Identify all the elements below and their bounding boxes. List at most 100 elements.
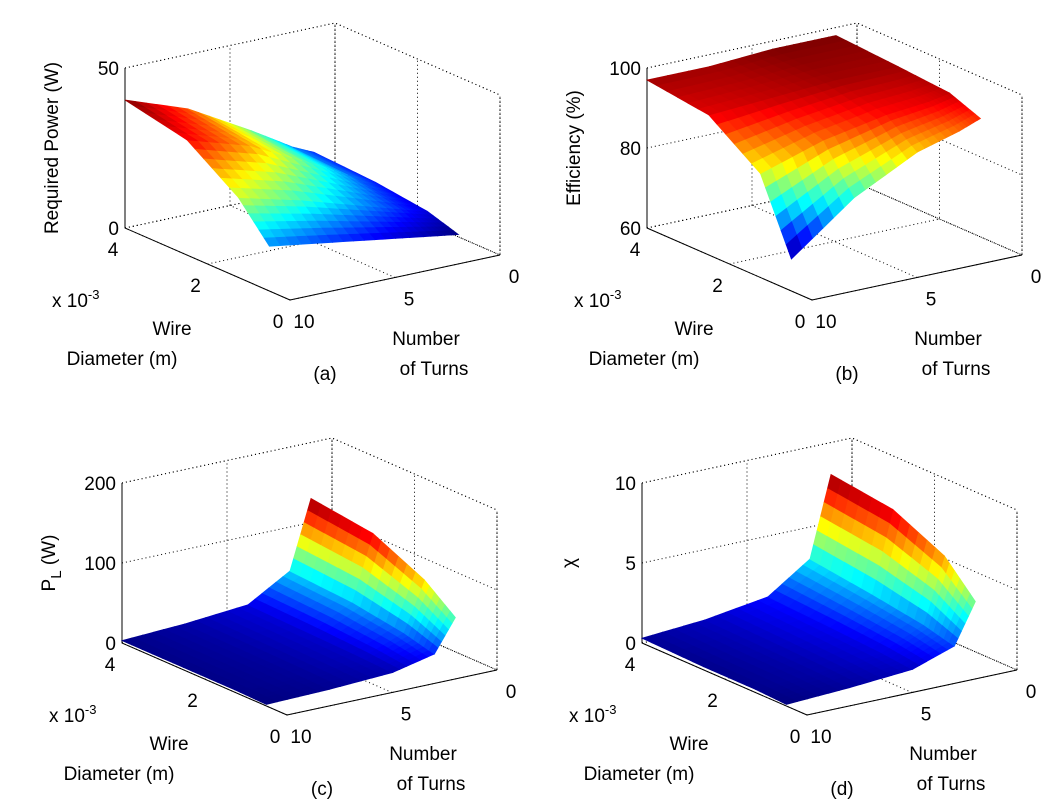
y-tick-label: 4	[105, 655, 116, 676]
multiplier-base: x 10	[52, 291, 88, 312]
caption: (c)	[311, 779, 333, 800]
surface-patch	[703, 596, 831, 649]
surface-facet	[948, 633, 959, 647]
x-tick-label: 0	[509, 267, 520, 288]
y-multiplier: x 10-3	[569, 702, 616, 727]
surface-patch	[767, 558, 873, 628]
x-axis	[289, 254, 501, 301]
x-axis	[811, 254, 1023, 301]
surface-facet	[692, 658, 716, 668]
y-tick-label: 0	[795, 312, 806, 333]
surface-facet	[843, 681, 861, 689]
z-tick-label: 5	[625, 554, 636, 575]
surface-patch	[250, 130, 356, 178]
surface-patch	[829, 593, 925, 654]
surface-facet	[808, 664, 831, 674]
surface-patch	[833, 70, 930, 115]
x-tick-label: 0	[1031, 267, 1042, 288]
surface-facet	[431, 230, 442, 237]
z-tick-label: 50	[98, 59, 119, 80]
z-axis-label: PL (W)	[39, 535, 65, 592]
surface-patch	[363, 205, 439, 239]
surface-patch	[640, 619, 769, 668]
z-tick-label: 80	[620, 139, 641, 160]
multiplier-exponent: -3	[85, 702, 97, 717]
z-tick-label: 100	[84, 554, 116, 575]
surface-facet	[751, 158, 772, 175]
z-axis-label: Required Power (W)	[42, 62, 63, 234]
y-multiplier: x 10-3	[574, 287, 621, 312]
surface-patch	[297, 657, 394, 690]
surface-patch	[245, 632, 363, 676]
z-tick-label: 60	[620, 219, 641, 240]
z-axis-label-part: Efficiency (%)	[564, 90, 585, 206]
surface-facet	[323, 683, 342, 690]
x-tick-label: 5	[404, 290, 415, 311]
y-axis-label: Diameter (m)	[64, 764, 175, 785]
y-axis-label: Wire	[674, 319, 713, 340]
surface-patch	[813, 35, 900, 72]
y-tick-label: 2	[190, 276, 201, 297]
y-axis-label: Diameter (m)	[589, 349, 700, 370]
surface-facet	[225, 683, 248, 691]
y-axis	[641, 642, 808, 716]
x-tick-label: 10	[293, 312, 314, 333]
y-tick-label: 4	[625, 655, 636, 676]
surface-facet	[848, 180, 866, 199]
surface-patch	[880, 624, 956, 670]
z-tick-label: 0	[108, 219, 119, 240]
surface-patch	[248, 144, 366, 207]
surface-facet	[818, 615, 838, 628]
surface-facet	[394, 617, 408, 634]
surface-patch	[234, 674, 331, 705]
surface-facet	[263, 237, 281, 247]
surface-facet	[176, 132, 198, 142]
surface-facet	[228, 187, 250, 199]
x-axis-label: of Turns	[922, 359, 991, 380]
multiplier-base: x 10	[574, 291, 610, 312]
surface-facet	[291, 190, 313, 202]
z-axis-label: χ	[559, 558, 580, 568]
surface-facet	[780, 698, 799, 705]
surface-facet	[760, 88, 784, 98]
surface-facet	[235, 643, 259, 653]
surface-facet	[352, 648, 370, 658]
z-axis-label-part: P	[39, 579, 60, 592]
z-axis-label: Efficiency (%)	[564, 90, 585, 206]
x-tick-label: 0	[506, 682, 517, 703]
surface-patch	[759, 139, 855, 260]
z-tick-label: 100	[609, 59, 641, 80]
surface-facet	[239, 139, 261, 149]
surface-patch	[405, 208, 460, 237]
surface-patch	[754, 672, 851, 705]
surface-patch	[771, 79, 888, 141]
x-axis-label: Number	[909, 744, 977, 765]
surface-patch	[354, 177, 428, 212]
grid-line	[751, 45, 918, 278]
z-axis-label-part: L	[48, 570, 65, 578]
caption: (d)	[830, 779, 853, 800]
surface-patch	[885, 101, 961, 153]
x-tick-label: 5	[926, 290, 937, 311]
surface-patch	[402, 579, 456, 655]
x-tick-label: 10	[290, 727, 311, 748]
surface-patch	[312, 163, 407, 210]
surface-patch	[120, 623, 249, 669]
multiplier-exponent: -3	[605, 702, 617, 717]
surface-facet	[785, 234, 803, 260]
y-axis-label: Wire	[669, 734, 708, 755]
surface-facet	[755, 639, 779, 649]
surface-patch	[871, 508, 945, 626]
x-axis-label: Number	[392, 329, 460, 350]
surface-facet	[872, 643, 890, 654]
box-edge	[121, 437, 498, 511]
surface-patch	[124, 99, 251, 146]
surface-facet	[326, 234, 344, 243]
surface-facet	[906, 662, 921, 670]
surface-facet	[344, 171, 359, 179]
y-tick-label: 0	[270, 727, 281, 748]
